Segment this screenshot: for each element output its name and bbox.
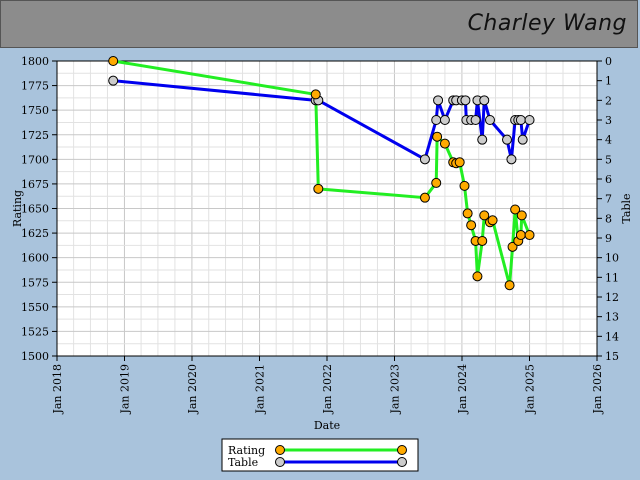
y-tick-label-right: 2 <box>605 94 612 107</box>
data-point-table <box>439 115 450 125</box>
y-tick-label-left: 1525 <box>21 325 49 338</box>
y-tick-label-left: 1725 <box>21 129 49 142</box>
y-tick-label-left: 1700 <box>21 153 49 166</box>
data-point-rating <box>504 280 515 291</box>
data-point-rating <box>524 230 535 241</box>
legend-marker <box>275 445 285 455</box>
y-axis-title-right: Table <box>620 193 633 223</box>
y-tick-label-left: 1600 <box>21 252 49 265</box>
data-point-table <box>479 95 490 106</box>
y-tick-label-right: 8 <box>605 212 612 225</box>
data-point-rating <box>507 241 518 252</box>
data-point-rating <box>462 208 473 219</box>
data-point-rating <box>432 131 443 142</box>
y-tick-label-left: 1675 <box>21 178 49 191</box>
data-point-rating <box>310 89 321 100</box>
legend-marker <box>275 457 285 467</box>
header-bar: Charley Wang <box>0 0 638 48</box>
data-point-rating <box>479 210 490 221</box>
x-tick-label: Jan 2024 <box>456 364 469 415</box>
y-tick-label-left: 1800 <box>21 55 49 68</box>
x-tick-label: Jan 2018 <box>51 364 64 415</box>
data-point-rating <box>515 230 526 241</box>
legend-label: Rating <box>228 444 265 457</box>
y-tick-label-left: 1775 <box>21 80 49 93</box>
series-line-rating <box>112 59 531 287</box>
y-tick-label-left: 1550 <box>21 301 49 314</box>
y-axis-title-left: Rating <box>11 190 24 227</box>
legend-box <box>221 438 419 472</box>
y-tick-label-right: 5 <box>605 153 612 166</box>
data-point-table <box>524 115 535 125</box>
data-point-table <box>515 115 526 125</box>
data-point-table <box>460 95 471 106</box>
x-axis-title: Date <box>314 419 340 432</box>
y-tick-label-right: 10 <box>605 252 619 265</box>
y-tick-label-right: 0 <box>605 55 612 68</box>
data-point-table <box>517 134 528 145</box>
data-point-table <box>419 154 430 165</box>
x-tick-label: Jan 2023 <box>389 364 402 415</box>
x-tick-label: Jan 2022 <box>321 364 334 415</box>
y-tick-label-right: 4 <box>605 134 612 147</box>
data-point-rating <box>108 56 119 66</box>
x-tick-label: Jan 2026 <box>591 364 604 415</box>
y-tick-label-right: 6 <box>605 173 612 186</box>
data-point-rating <box>454 157 465 168</box>
y-tick-label-right: 15 <box>605 350 619 363</box>
data-point-rating <box>466 220 477 231</box>
data-point-table <box>470 115 481 125</box>
y-tick-label-left: 1625 <box>21 227 49 240</box>
x-tick-label: Jan 2021 <box>254 364 267 415</box>
data-point-rating <box>431 177 442 188</box>
player-name: Charley Wang <box>467 11 627 36</box>
x-tick-label: Jan 2019 <box>119 364 132 415</box>
legend-marker <box>397 445 407 455</box>
data-point-rating <box>459 180 470 191</box>
data-point-rating <box>477 235 488 246</box>
data-point-rating <box>439 138 450 149</box>
data-point-table <box>108 75 119 86</box>
y-tick-label-left: 1575 <box>21 276 49 289</box>
x-tick-label: Jan 2025 <box>524 364 537 415</box>
y-tick-label-left: 1750 <box>21 104 49 117</box>
data-point-rating <box>313 183 324 194</box>
data-point-table <box>431 115 442 125</box>
y-tick-label-right: 13 <box>605 311 619 324</box>
data-point-table <box>433 95 444 106</box>
data-point-table <box>484 115 495 125</box>
data-point-rating <box>487 215 498 226</box>
data-point-table <box>502 134 512 145</box>
y-tick-label-right: 11 <box>605 271 619 284</box>
y-tick-label-right: 12 <box>605 291 619 304</box>
y-tick-label-left: 1500 <box>21 350 49 363</box>
data-point-rating <box>510 204 521 215</box>
y-tick-label-right: 14 <box>605 330 619 343</box>
data-point-rating <box>419 192 430 203</box>
data-point-table <box>477 134 488 145</box>
y-tick-label-right: 1 <box>605 75 612 88</box>
data-point-table <box>506 154 517 165</box>
y-tick-label-left: 1650 <box>21 203 49 216</box>
y-tick-label-right: 7 <box>605 193 612 206</box>
y-tick-label-right: 9 <box>605 232 612 245</box>
y-tick-label-right: 3 <box>605 114 612 127</box>
data-point-rating <box>516 210 527 221</box>
legend-marker <box>397 457 407 467</box>
legend-label: Table <box>228 456 258 469</box>
data-point-rating <box>472 271 483 282</box>
x-tick-label: Jan 2020 <box>186 364 199 415</box>
